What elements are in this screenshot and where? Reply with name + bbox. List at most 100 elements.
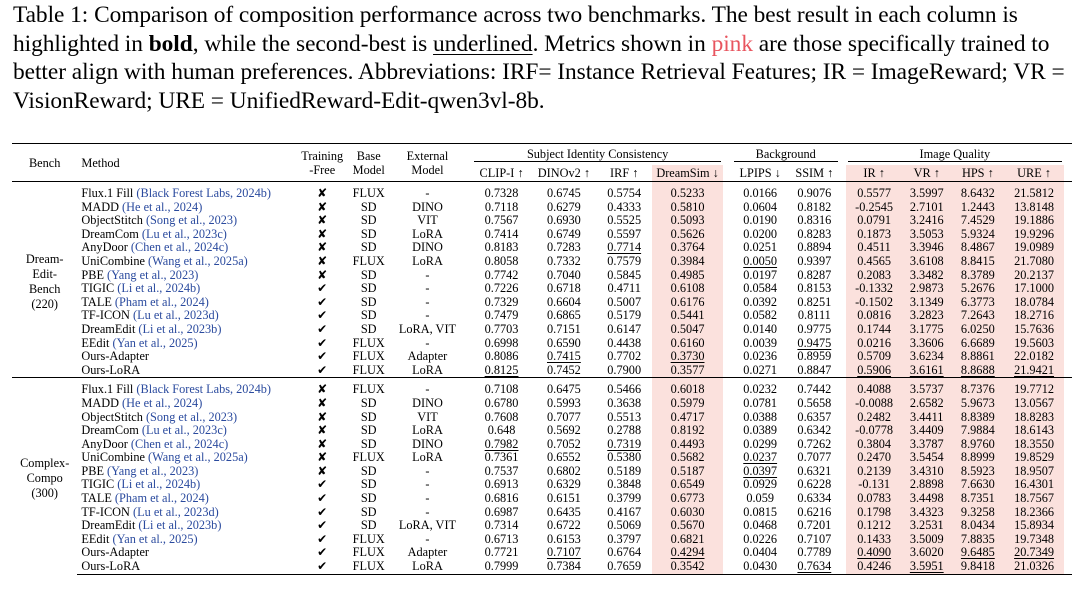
citation-link[interactable]: (Lu et al., 2023d) [129,504,219,519]
metric-value: 8.8861 [951,350,1005,364]
citation-link[interactable]: (He et al., 2024) [118,395,203,410]
metric-value: 20.2137 [1004,268,1064,283]
check-icon: ✔ [317,335,328,350]
header-col-ssim: SSIM ↑ [795,166,834,180]
metric-value: 0.2482 [846,410,903,425]
table-caption: Table 1: Comparison of composition perfo… [13,1,1073,115]
check-icon: ✔ [317,518,328,533]
external-model: - [425,491,430,506]
header-col-irf: IRF ↑ [610,166,639,180]
metric-value: 3.5454 [902,451,952,465]
citation-link[interactable]: (Li et al., 2024b) [114,477,201,492]
cross-icon: ✘ [317,199,328,214]
metric-value: 0.7077 [797,450,832,465]
metric-value: 18.6143 [1004,423,1064,438]
citation-link[interactable]: (Song et al., 2023) [142,213,238,228]
header-bench: Bench [28,155,61,170]
metric-value: 0.8283 [797,226,832,241]
metric-value: 0.7789 [797,545,832,560]
metric-value: 8.8999 [951,451,1005,465]
external-model: LoRA [412,450,443,465]
citation-link[interactable]: (Yang et al., 2023) [103,463,199,478]
table-row: DreamEdit (Li et al., 2023b) ✔ SD LoRA, VIT… [12,321,1072,337]
citation-link[interactable]: (Chen et al., 2024c) [127,240,229,255]
metric-value: 0.4088 [846,377,903,397]
check-icon: ✔ [317,477,328,492]
citation-link[interactable]: (Pham et al., 2024) [111,491,209,506]
table-row: TIGIC (Li et al., 2024b) ✔ SD - 0.7226 0.6718… [12,281,1072,296]
metric-value: 0.3730 [651,350,724,364]
citation-link[interactable]: (Lu et al., 2023d) [129,308,219,323]
metric-value: 20.7349 [1004,546,1064,561]
citation-link[interactable]: (Wang et al., 2025a) [144,450,248,465]
citation-link[interactable]: (Song et al., 2023) [142,409,238,424]
external-model: - [425,477,430,492]
method-name: MADD (He et al., 2024) [81,395,203,410]
metric-value: 3.5737 [902,377,952,397]
metric-value: 0.5692 [546,423,581,438]
citation-link[interactable]: (Chen et al., 2024c) [127,436,229,451]
metric-value: 3.4409 [902,423,952,438]
metric-value: 18.2366 [1004,505,1064,520]
citation-link[interactable]: (Pham et al., 2024) [111,294,209,309]
table-row: Ours-Adapter ✔ FLUX Adapter 0.8086 0.7415 0.77… [12,349,1072,364]
table-row: UniCombine (Wang et al., 2025a) ✘ FLUX LoRA… [12,450,1072,465]
cross-icon: ✘ [317,186,328,200]
metric-value: 0.6357 [797,409,832,424]
citation-link[interactable]: (Yan et al., 2025) [109,531,198,546]
metric-value: 2.7101 [902,200,952,215]
bench-label: Complex- Compo (300) [12,377,78,575]
citation-link[interactable]: (Li et al., 2023b) [135,518,222,533]
metric-value: 0.6749 [546,226,581,241]
metric-value: 0.0388 [743,409,778,424]
citation-link[interactable]: (Black Forest Labs, 2024b) [133,186,271,200]
table-row: EEdit (Yan et al., 2025) ✔ FLUX - 0.6998 0.65… [12,335,1072,351]
table-row: TALE (Pham et al., 2024) ✔ SD - 0.7329 0.6604… [12,294,1072,310]
external-model: LoRA [412,362,443,377]
metric-value: 3.1775 [902,322,952,337]
metric-value: 0.6321 [797,463,832,478]
metric-value: 0.7579 [607,253,642,268]
table-row: TALE (Pham et al., 2024) ✔ SD - 0.6816 0.6151… [12,491,1072,506]
base-model: FLUX [352,186,385,200]
method-name: TALE (Pham et al., 2024) [81,491,209,506]
metric-value: 0.0197 [743,267,778,282]
metric-value: -0.2545 [846,200,903,215]
citation-link[interactable]: (He et al., 2024) [118,199,203,214]
metric-value: 0.8086 [484,349,519,364]
citation-link[interactable]: (Yang et al., 2023) [103,267,199,282]
base-model: SD [360,504,377,519]
table-row: UniCombine (Wang et al., 2025a) ✘ FLUX LoRA… [12,253,1072,269]
cross-icon: ✘ [296,377,349,397]
citation-link[interactable]: (Wang et al., 2025a) [144,253,248,268]
citation-link[interactable]: (Black Forest Labs, 2024b) [133,382,271,397]
metric-value: 0.0392 [743,294,778,309]
citation-link[interactable]: (Lu et al., 2023c) [138,423,227,438]
citation-link[interactable]: (Yan et al., 2025) [109,335,198,350]
metric-value: 8.4867 [951,241,1005,255]
metric-value: 21.9421 [1004,363,1064,378]
metric-value: 7.6630 [951,478,1005,493]
metric-value: 2.8898 [902,478,952,493]
external-model: - [389,377,466,397]
metric-value: 0.0166 [743,186,778,200]
check-icon: ✔ [317,321,328,336]
metric-value: 0.7052 [546,436,581,451]
base-model: FLUX [352,545,385,560]
metric-value: 3.5951 [902,559,952,575]
citation-link[interactable]: (Li et al., 2023b) [135,321,222,336]
metric-value: 8.0434 [951,519,1005,533]
external-model: LoRA, VIT [398,518,457,533]
metric-value: 21.0326 [1004,559,1064,575]
table-row: DreamCom (Lu et al., 2023c) ✘ SD LoRA 0.7414… [12,226,1072,242]
metric-value: 7.4529 [951,214,1005,228]
table-row: Ours-LoRA ✔ FLUX LoRA 0.7999 0.7384 0.7659 0.35… [12,559,1072,575]
base-model: FLUX [348,377,390,397]
metric-value: 0.6435 [546,504,581,519]
metric-value: 18.7567 [1004,491,1064,506]
metric-value: 0.1433 [846,532,903,547]
citation-link[interactable]: (Li et al., 2024b) [114,281,201,296]
metric-value: 0.8192 [651,423,724,438]
citation-link[interactable]: (Lu et al., 2023c) [138,226,227,241]
metric-value: 15.8934 [1004,519,1064,533]
